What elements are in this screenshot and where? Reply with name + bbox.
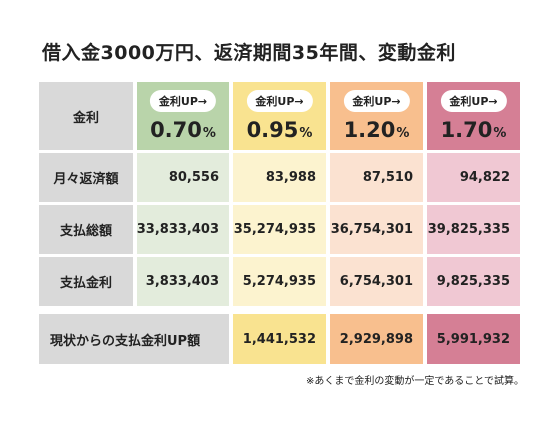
table-cell: 83,988	[233, 153, 326, 202]
table-cell: 35,274,935	[233, 205, 326, 254]
table-cell: 5,274,935	[233, 257, 326, 306]
table-cell: 9,825,335	[427, 257, 520, 306]
rate-up-badge: 金利UP→	[343, 90, 410, 112]
page-title: 借入金3000万円、返済期間35年間、変動金利	[42, 42, 456, 64]
table-cell: 94,822	[427, 153, 520, 202]
interest-rate-unit: %	[202, 126, 216, 141]
interest-rate-unit: %	[299, 126, 313, 141]
table-cell: 87,510	[330, 153, 423, 202]
table-cell: 33,833,403	[137, 205, 229, 254]
cell-value: 33,833,403	[136, 222, 219, 237]
interest-rate-unit: %	[493, 126, 507, 141]
interest-rate: 1.70%	[427, 118, 520, 142]
interest-rate-unit: %	[396, 126, 410, 141]
rate-cell: 金利UP→ 1.70%	[427, 82, 520, 150]
table-cell: 39,825,335	[427, 205, 520, 254]
footnote: ※あくまで金利の変動が一定であることで試算。	[306, 376, 524, 387]
summary-value: 5,991,932	[436, 331, 510, 347]
interest-rate-value: 1.20	[343, 118, 396, 142]
table-cell: 80,556	[137, 153, 229, 202]
cell-value: 5,274,935	[242, 274, 316, 289]
interest-rate-value: 1.70	[440, 118, 493, 142]
table-cell: 36,754,301	[330, 205, 423, 254]
cell-value: 36,754,301	[330, 222, 413, 237]
summary-label: 現状からの支払金利UP額	[50, 333, 201, 349]
row-label-cell: 月々返済額	[39, 153, 133, 202]
cell-value: 35,274,935	[233, 222, 316, 237]
interest-rate: 0.95%	[233, 118, 326, 142]
row-label-cell: 支払金利	[39, 257, 133, 306]
header-label: 金利	[72, 110, 99, 126]
cell-value: 83,988	[265, 170, 316, 185]
summary-label-cell: 現状からの支払金利UP額	[39, 314, 229, 364]
cell-value: 39,825,335	[427, 222, 510, 237]
cell-value: 3,833,403	[145, 274, 219, 289]
row-label: 支払金利	[59, 276, 112, 291]
cell-value: 9,825,335	[436, 274, 510, 289]
row-label: 支払総額	[59, 224, 112, 239]
summary-cell: 5,991,932	[427, 314, 520, 364]
header-label-cell: 金利	[39, 82, 133, 150]
cell-value: 94,822	[459, 170, 510, 185]
cell-value: 6,754,301	[339, 274, 413, 289]
row-label: 月々返済額	[53, 172, 119, 187]
summary-value: 1,441,532	[242, 331, 316, 347]
rate-up-badge: 金利UP→	[149, 90, 217, 112]
cell-value: 87,510	[362, 170, 413, 185]
rate-cell: 金利UP→ 0.70%	[137, 82, 229, 150]
table-cell: 3,833,403	[137, 257, 229, 306]
cell-value: 80,556	[168, 170, 219, 185]
rate-up-badge: 金利UP→	[440, 90, 507, 112]
row-label-cell: 支払総額	[39, 205, 133, 254]
rate-up-badge: 金利UP→	[246, 90, 313, 112]
interest-rate: 1.20%	[330, 118, 423, 142]
interest-rate: 0.70%	[137, 118, 229, 142]
interest-rate-value: 0.70	[150, 118, 202, 142]
interest-rate-value: 0.95	[246, 118, 299, 142]
rate-cell: 金利UP→ 1.20%	[330, 82, 423, 150]
rate-cell: 金利UP→ 0.95%	[233, 82, 326, 150]
summary-cell: 1,441,532	[233, 314, 326, 364]
summary-value: 2,929,898	[339, 331, 413, 347]
summary-cell: 2,929,898	[330, 314, 423, 364]
table-cell: 6,754,301	[330, 257, 423, 306]
